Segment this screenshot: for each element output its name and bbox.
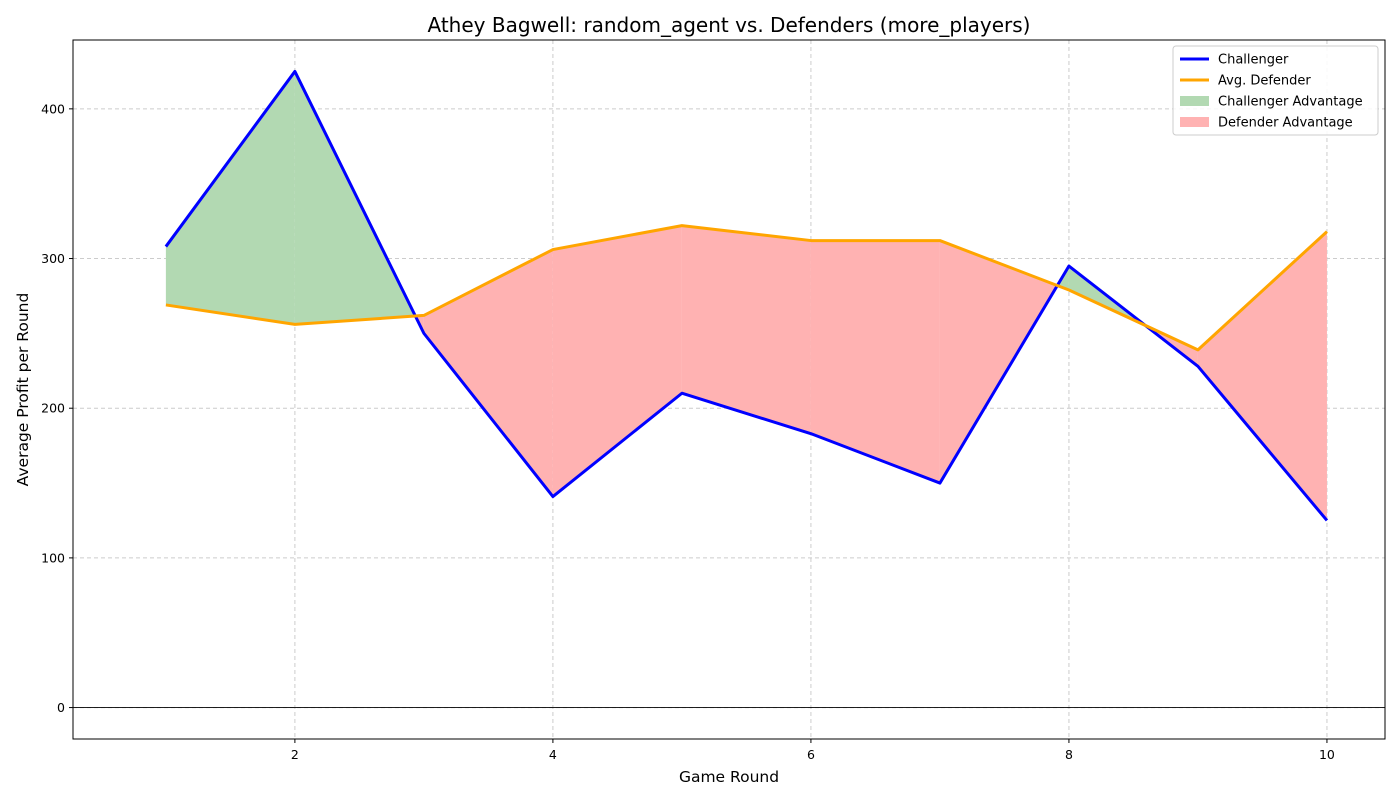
legend-label-avg-defender: Avg. Defender (1218, 74, 1311, 89)
y-tick-label: 400 (41, 101, 65, 116)
defender-advantage-area (1197, 231, 1327, 521)
legend-swatch-defender-advantage (1180, 117, 1209, 127)
plot-frame (72, 39, 1386, 740)
legend: Challenger Avg. Defender Challenger Advant… (1172, 45, 1379, 136)
x-tick-label: 2 (291, 747, 299, 762)
y-tick-label: 0 (57, 700, 65, 715)
legend-box (1172, 45, 1379, 136)
defender-advantage-area (552, 225, 682, 497)
legend-label-defender-advantage: Defender Advantage (1218, 116, 1353, 131)
x-tick-label: 10 (1319, 747, 1335, 762)
x-tick-label: 4 (549, 747, 557, 762)
defender-advantage-area (810, 240, 940, 484)
series-layer (164, 69, 1329, 522)
legend-label-challenger-advantage: Challenger Advantage (1218, 95, 1363, 110)
x-tick-label: 8 (1065, 747, 1073, 762)
avg-defender-line (165, 224, 1328, 352)
x-tick-label: 6 (807, 747, 815, 762)
defender-advantage-area (681, 225, 811, 434)
chart-title: Athey Bagwell: random_agent vs. Defender… (428, 13, 1031, 37)
y-tick-label: 200 (41, 401, 65, 416)
y-tick-label: 300 (41, 251, 65, 266)
defender-advantage-area (423, 249, 553, 497)
y-axis-label: Average Profit per Round (14, 293, 32, 487)
defender-advantage-area (939, 240, 1058, 484)
legend-swatch-challenger-advantage (1180, 96, 1209, 106)
x-axis-label: Game Round (679, 768, 779, 786)
challenger-advantage-area (165, 71, 295, 325)
y-tick-label: 100 (41, 550, 65, 565)
challenger-line (164, 69, 1329, 522)
fill-layer (165, 71, 1327, 521)
legend-label-challenger: Challenger (1218, 53, 1289, 68)
